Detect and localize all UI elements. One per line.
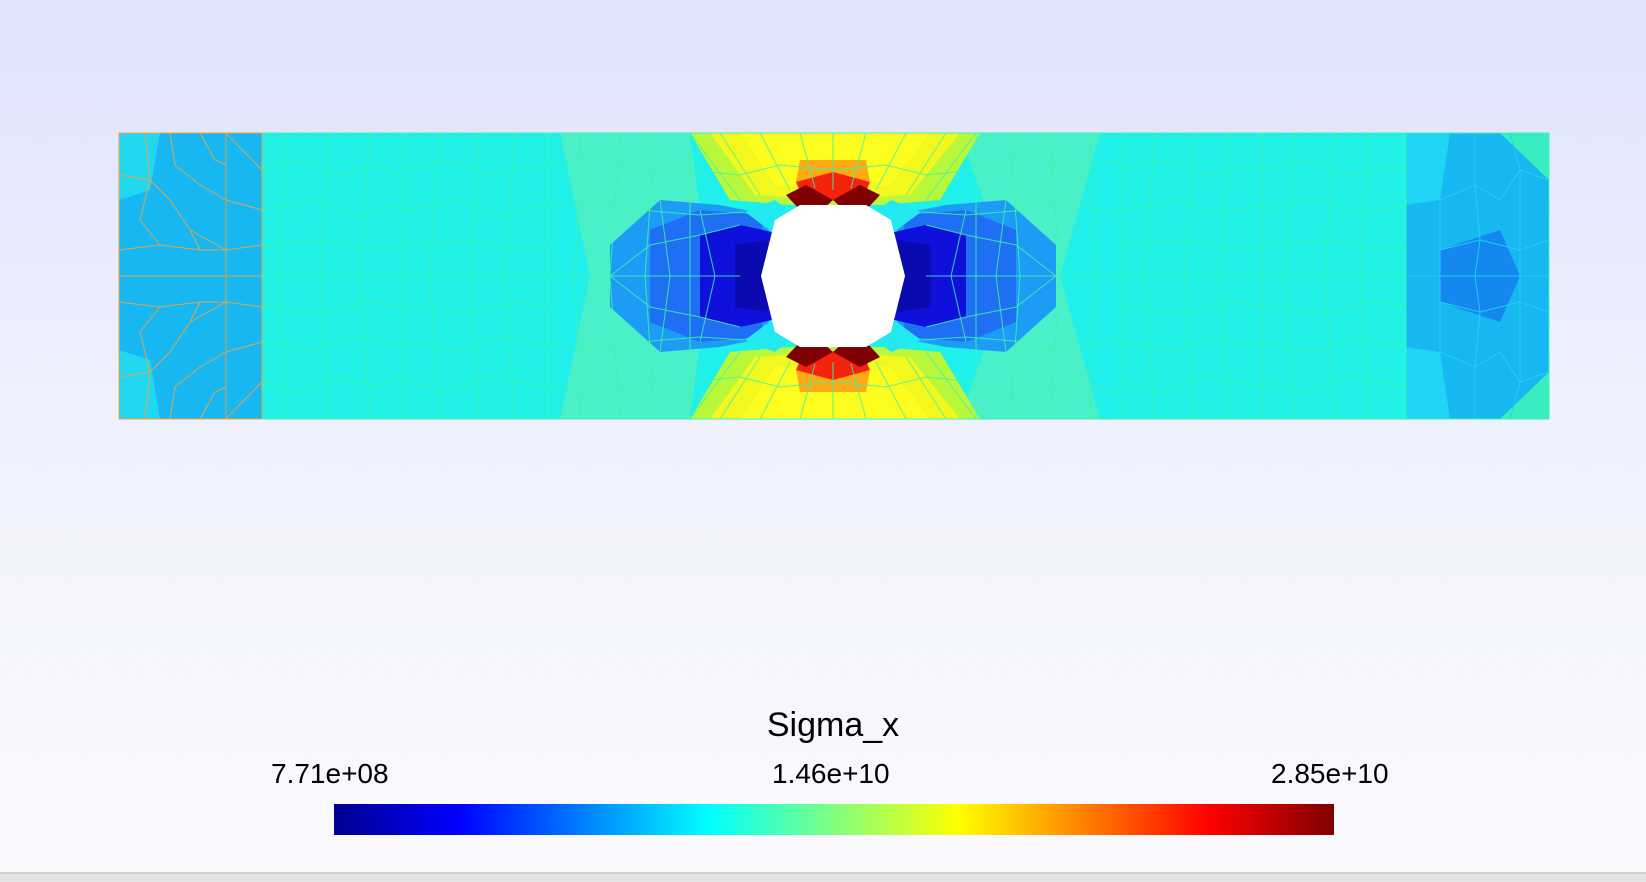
colorbar-mid-label: 1.46e+10 <box>772 758 890 789</box>
window-bottom-border <box>0 872 1646 882</box>
colorbar-max-label: 2.85e+10 <box>1271 758 1389 789</box>
legend-title: Sigma_x <box>766 706 900 744</box>
colorbar <box>334 804 1334 835</box>
right-end-mesh-lines <box>1406 133 1549 419</box>
end-mesh-lines <box>119 133 263 419</box>
plate <box>119 133 1549 419</box>
hole <box>761 205 905 347</box>
colorbar-min-label: 7.71e+08 <box>271 758 389 789</box>
